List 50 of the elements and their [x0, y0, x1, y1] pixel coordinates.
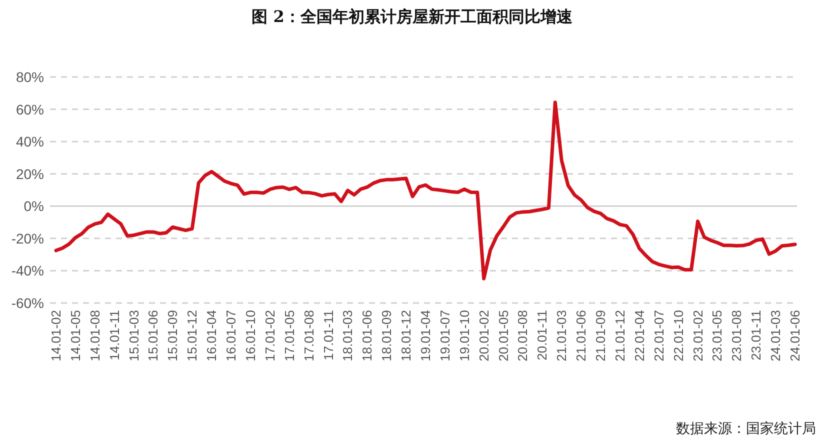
x-tick-label: 16.01-04 — [204, 310, 220, 362]
x-tick-label: 22.01-07 — [651, 310, 666, 362]
x-tick-label: 18.01-03 — [340, 310, 356, 362]
x-tick-label: 19.01-10 — [456, 310, 472, 362]
x-tick-label: 15.01-12 — [184, 310, 200, 362]
x-tick-label: 24.01-03 — [768, 310, 784, 362]
x-tick-label: 14.01-08 — [87, 310, 102, 362]
x-tick-label: 18.01-12 — [398, 310, 414, 362]
y-tick-label: 0% — [24, 198, 44, 214]
x-tick-label: 19.01-04 — [418, 310, 433, 362]
x-tick-label: 23.01-02 — [690, 310, 706, 362]
y-tick-label: 20% — [16, 166, 44, 182]
x-tick-label: 21.01-06 — [574, 310, 589, 362]
x-tick-label: 20.01-11 — [534, 310, 550, 360]
x-tick-label: 15.01-09 — [165, 310, 180, 362]
x-tick-label: 16.01-10 — [242, 310, 258, 362]
x-tick-label: 19.01-07 — [437, 310, 452, 362]
x-tick-label: 17.01-05 — [282, 310, 297, 362]
line-series — [54, 100, 797, 280]
x-tick-label: 14.01-02 — [48, 310, 64, 362]
x-tick-label: 14.01-05 — [68, 310, 83, 362]
source-note: 数据来源：国家统计局 — [676, 420, 816, 436]
x-tick-label: 23.01-05 — [710, 310, 725, 362]
y-tick-label: 80% — [16, 69, 44, 85]
x-tick-label: 21.01-12 — [612, 310, 628, 362]
x-tick-label: 18.01-06 — [360, 310, 375, 362]
x-tick-label: 17.01-08 — [301, 310, 316, 362]
y-tick-label: -20% — [11, 230, 44, 246]
y-tick-label: -60% — [11, 295, 44, 311]
x-tick-label: 20.01-08 — [515, 310, 530, 362]
x-tick-label: 23.01-08 — [729, 310, 744, 362]
x-tick-label: 18.01-09 — [379, 310, 394, 362]
y-tick-label: 40% — [16, 134, 44, 150]
x-tick-label: 20.01-02 — [476, 310, 492, 362]
y-tick-label: 60% — [16, 101, 44, 118]
x-tick-label: 23.01-11 — [748, 310, 764, 360]
x-tick-label: 22.01-04 — [632, 310, 647, 362]
chart-title: 图 2：全国年初累计房屋新开工面积同比增速 — [252, 7, 574, 26]
x-tick-label: 21.01-09 — [593, 310, 608, 362]
x-tick-label: 15.01-06 — [146, 310, 161, 362]
x-tick-label: 14.01-11 — [106, 310, 122, 360]
x-tick-label: 17.01-11 — [320, 310, 336, 360]
x-tick-label: 22.01-10 — [670, 310, 686, 362]
x-tick-label: 24.01-06 — [788, 310, 802, 362]
y-tick-label: -40% — [11, 262, 44, 279]
x-tick-label: 16.01-07 — [224, 310, 239, 362]
x-tick-label: 21.01-03 — [554, 310, 570, 362]
x-tick-label: 20.01-05 — [496, 310, 511, 362]
x-tick-label: 15.01-03 — [126, 310, 142, 362]
x-tick-label: 17.01-02 — [262, 310, 278, 362]
